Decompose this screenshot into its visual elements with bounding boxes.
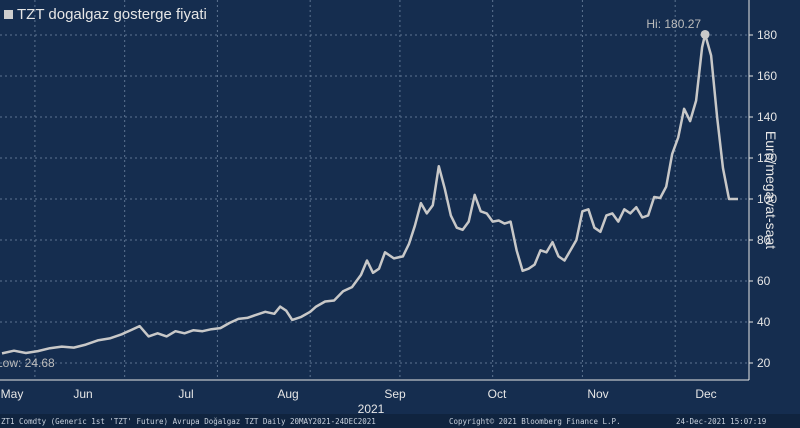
legend: TZT dogalgaz gosterge fiyati	[4, 6, 207, 23]
y-tick-label: 120	[757, 151, 777, 165]
x-tick-label: May	[1, 387, 24, 401]
y-tick-label: 140	[757, 110, 777, 124]
y-tick-label: 60	[757, 274, 771, 288]
footer-timestamp: 24-Dec-2021 15:07:19	[676, 417, 767, 426]
x-tick-label: Dec	[695, 387, 716, 401]
x-tick-label: Jul	[178, 387, 193, 401]
x-tick-label: Jun	[73, 387, 92, 401]
y-tick-label: 40	[757, 315, 771, 329]
y-tick-label: 80	[757, 233, 771, 247]
high-point-marker	[700, 29, 710, 39]
legend-swatch	[4, 10, 13, 19]
y-tick-label: 100	[757, 192, 777, 206]
y-tick-label: 180	[757, 28, 777, 42]
x-tick-label: Sep	[384, 387, 406, 401]
low-annotation: Low: 24.68	[0, 356, 55, 370]
footer-copyright: Copyright© 2021 Bloomberg Finance L.P.	[449, 417, 621, 426]
y-axis-ticks: 20 40 60 80 100 120 140 160 180	[749, 28, 777, 370]
footer-source: ZT1 Comdty (Generic 1st 'TZT' Future) Av…	[1, 417, 376, 426]
legend-label: TZT dogalgaz gosterge fiyati	[17, 6, 207, 23]
high-annotation: Hi: 180.27	[646, 17, 701, 31]
y-tick-label: 160	[757, 69, 777, 83]
x-tick-label: Nov	[587, 387, 608, 401]
x-tick-label: Oct	[488, 387, 507, 401]
x-tick-label: Aug	[277, 387, 298, 401]
y-tick-label: 20	[757, 356, 771, 370]
y-axis-label: Euro/megavat-saat	[763, 130, 779, 250]
x-axis-ticks: May Jun Jul Aug Sep Oct Nov Dec	[1, 387, 717, 401]
grid-lines	[0, 0, 750, 381]
footer-bar: ZT1 Comdty (Generic 1st 'TZT' Future) Av…	[0, 414, 800, 428]
x-axis-year-label: 2021	[358, 402, 385, 416]
price-series-line	[1, 33, 738, 355]
